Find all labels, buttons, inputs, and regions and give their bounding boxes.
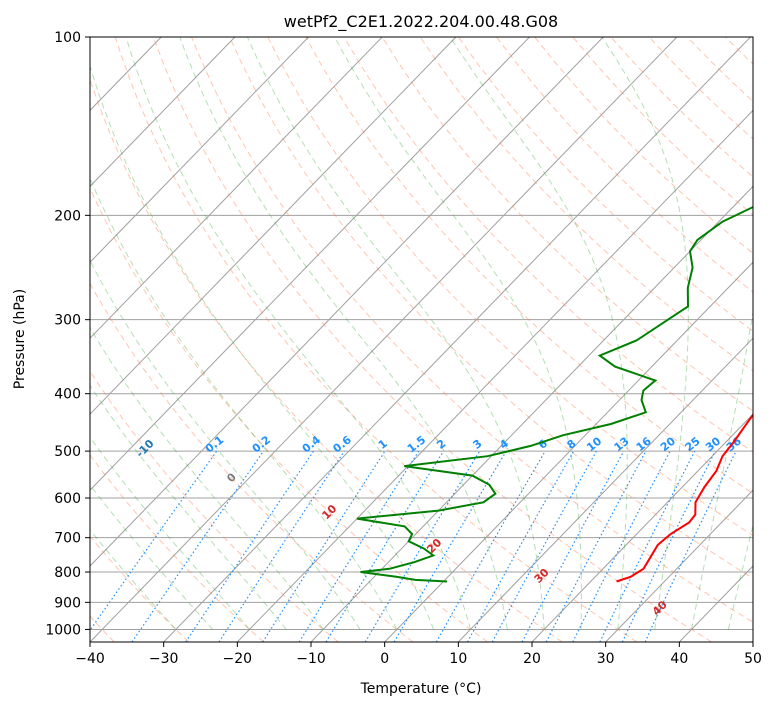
dry-adiabat-line [496,37,753,293]
y-tick-label: 800 [54,565,81,581]
isotherm-line [90,37,678,642]
dry-adiabat-line [191,37,753,623]
chart-title: wetPf2_C2E1.2022.204.00.48.G08 [284,12,558,32]
isotherm-line [90,37,383,339]
mixing-ratio-line [491,450,597,642]
isotherm-line [163,37,751,642]
isotherm-line [236,109,753,642]
x-tick-label: 40 [670,651,688,667]
y-tick-label: 200 [54,208,81,224]
moist-adiabat-line [246,37,545,630]
dry-adiabat-line [90,370,339,642]
mixing-ratio-line [599,450,696,642]
x-tick-label: 20 [523,651,541,667]
mixing-ratio-line [325,450,445,642]
isotherm-line [90,37,604,567]
y-tick-label: 500 [54,444,81,460]
moist-adiabat-line [691,309,753,630]
x-tick-label: −10 [296,651,326,667]
isotherm-line [531,413,753,642]
dry-adiabat-line [90,454,264,642]
moist-adiabat-line [90,326,324,630]
temperature-profile-line [616,413,753,583]
isotherm-line [90,37,236,188]
isotherm-line [384,261,753,642]
x-tick-label: 30 [597,651,615,667]
isotherm-line [90,37,309,263]
y-tick-label: 100 [54,30,81,46]
moist-adiabat-line [727,523,753,630]
dry-adiabat-line [90,77,563,642]
mixing-ratio-line [185,450,314,642]
moist-adiabat-line [179,37,508,630]
moist-adiabat-line [90,177,398,630]
moist-adiabat-line [90,436,250,630]
isotherm-line [457,337,753,642]
dry-adiabat-line [114,37,638,642]
mixing-ratio-line [262,450,386,642]
isotherm-line [90,37,457,415]
isotherm-line [90,37,530,491]
moist-adiabat-line [125,37,471,630]
mixing-ratio-line [521,450,625,642]
y-tick-label: 400 [54,387,81,403]
moist-adiabat-line [601,37,689,630]
y-tick-label: 600 [54,491,81,507]
x-axis-label: Temperature (°C) [360,681,482,697]
moist-adiabat-line [90,64,435,630]
x-tick-label: 10 [449,651,467,667]
moist-adiabat-line [449,37,628,630]
x-tick-label: 0 [380,651,389,667]
mixing-ratio-line [572,450,671,642]
x-tick-label: −20 [223,651,253,667]
mixing-ratio-line [218,450,345,642]
mixing-ratio-line [131,450,265,642]
moist-adiabat-line [90,384,287,630]
y-tick-label: 1000 [45,622,81,638]
dewpoint-profile-line [356,205,753,583]
moist-adiabat-line [334,37,582,630]
moist-adiabat-line [90,259,361,630]
y-tick-label: 700 [54,531,81,547]
x-tick-label: −30 [149,651,179,667]
x-tick-label: 50 [744,651,762,667]
y-tick-label: 300 [54,313,81,329]
y-tick-label: 900 [54,595,81,611]
mixing-ratio-line [90,450,218,632]
mixing-ratio-line [466,450,575,642]
plot-frame [89,36,754,643]
x-tick-label: −40 [75,651,105,667]
isotherm-line [605,489,753,642]
dry-adiabat-line [90,282,414,642]
dry-adiabat-line [90,187,488,642]
y-axis-label: Pressure (hPa) [12,289,28,389]
